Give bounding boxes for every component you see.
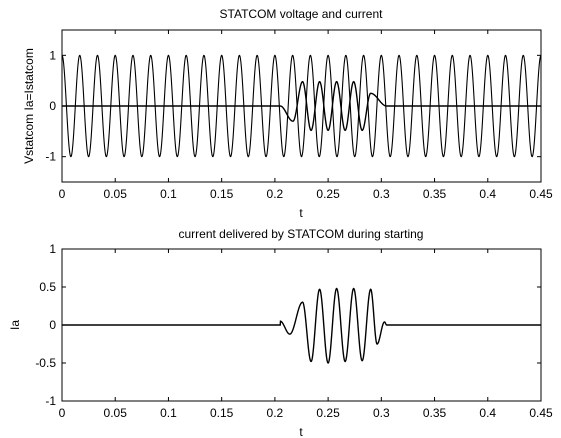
y-tick-label: 0 [49, 318, 56, 332]
top-chart: STATCOM voltage and current 0 0.05 0.1 0.15… [22, 7, 553, 220]
x-tick-label: 0.25 [316, 187, 340, 201]
y-tick-label: 0 [49, 99, 56, 113]
series-line-0 [61, 54, 542, 158]
bottom-chart: current delivered by STATCOM during star… [8, 227, 553, 438]
x-tick-label: 0.1 [160, 406, 177, 420]
y-axis-label: Ia [8, 320, 22, 330]
x-tick-label: 0.15 [210, 187, 234, 201]
x-tick-label: 0.2 [267, 187, 284, 201]
x-tick-label: 0.45 [529, 406, 553, 420]
x-tick-label: 0.2 [267, 406, 284, 420]
tick-layer: 0 0.05 0.1 0.15 0.2 0.25 0.3 0.35 0.4 0.45 -1 0 1 [45, 30, 553, 201]
x-axis-label: t [299, 206, 303, 220]
x-tick-label: 0.4 [479, 406, 496, 420]
series-layer [61, 54, 542, 158]
series-line-0 [62, 287, 541, 364]
x-tick-label: 0.05 [104, 406, 128, 420]
x-tick-label: 0.25 [316, 406, 340, 420]
x-axis-label: t [299, 425, 303, 438]
y-tick-label: -0.5 [35, 356, 56, 370]
y-tick-label: -1 [45, 150, 56, 164]
y-tick-label: -1 [45, 394, 56, 408]
y-tick-label: 0.5 [39, 280, 56, 294]
x-tick-label: 0.05 [104, 187, 128, 201]
series-line-1 [62, 80, 541, 132]
x-tick-label: 0.35 [423, 406, 447, 420]
tick-layer: 0 0.05 0.1 0.15 0.2 0.25 0.3 0.35 0.4 0.45 -1 -0.5 0… [35, 242, 553, 420]
y-tick-label: 1 [49, 242, 56, 256]
x-tick-label: 0.3 [373, 187, 390, 201]
x-tick-label: 0.3 [373, 406, 390, 420]
series-layer [62, 287, 541, 364]
x-tick-label: 0.1 [160, 187, 177, 201]
y-axis-label: Vstatcom Ia=Istatcom [22, 48, 36, 164]
x-tick-label: 0.45 [529, 187, 553, 201]
x-tick-label: 0 [59, 187, 66, 201]
chart-title: current delivered by STATCOM during star… [179, 227, 424, 241]
chart-title: STATCOM voltage and current [220, 7, 384, 21]
x-tick-label: 0.15 [210, 406, 234, 420]
x-tick-label: 0.4 [479, 187, 496, 201]
x-tick-label: 0.35 [423, 187, 447, 201]
x-tick-label: 0 [59, 406, 66, 420]
y-tick-label: 1 [49, 48, 56, 62]
